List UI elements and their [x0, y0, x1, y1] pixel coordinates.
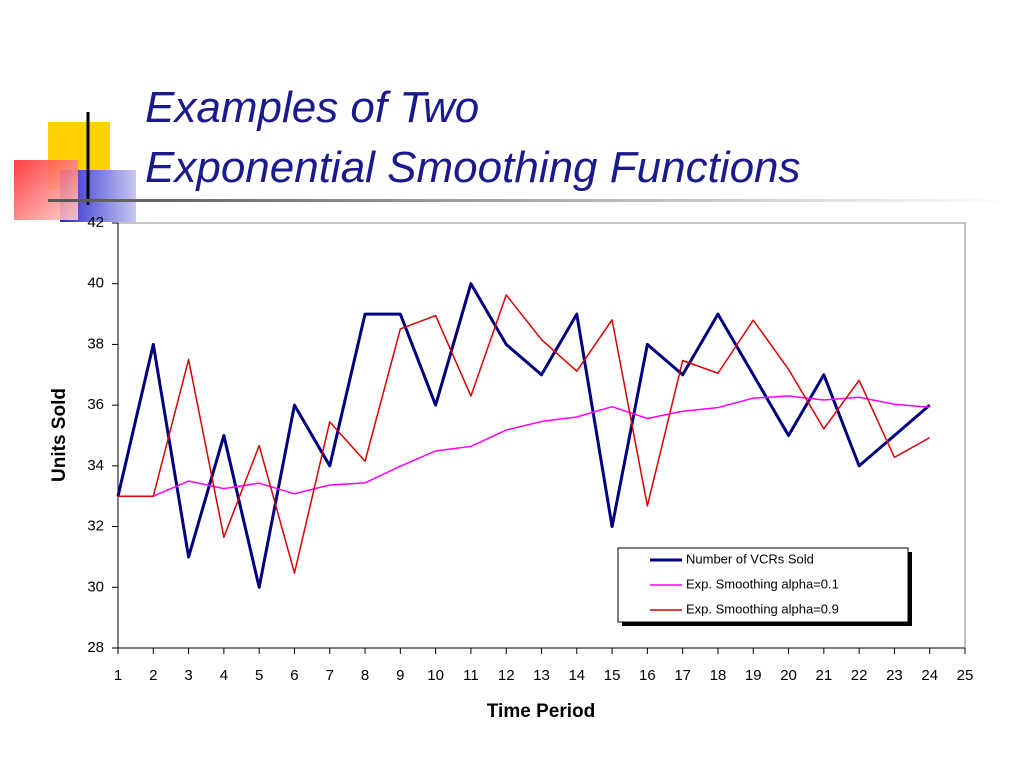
legend-label: Exp. Smoothing alpha=0.1: [686, 576, 839, 591]
legend-label: Exp. Smoothing alpha=0.9: [686, 601, 839, 616]
x-tick-label: 14: [568, 667, 585, 684]
y-tick-label: 38: [87, 335, 104, 352]
x-tick-label: 11: [463, 667, 479, 684]
x-tick-label: 8: [361, 667, 369, 684]
x-tick-label: 24: [921, 667, 938, 684]
series-line: [118, 294, 931, 574]
x-tick-label: 22: [851, 667, 868, 684]
x-tick-label: 21: [815, 667, 832, 684]
x-tick-label: 10: [427, 667, 444, 684]
x-axis-label: Time Period: [487, 701, 595, 722]
x-tick-label: 15: [604, 667, 621, 684]
y-tick-label: 36: [87, 396, 104, 413]
series-line: [116, 282, 931, 589]
decor-hline: [48, 199, 1013, 202]
y-axis-label: Units Sold: [49, 388, 70, 482]
x-tick-label: 7: [326, 667, 334, 684]
x-tick-label: 16: [639, 667, 656, 684]
title-line: Examples of Two: [145, 83, 479, 132]
x-tick-label: 12: [498, 667, 515, 684]
x-tick-label: 17: [674, 667, 691, 684]
x-tick-label: 9: [396, 667, 404, 684]
y-tick-label: 40: [87, 275, 104, 292]
series-line: [118, 395, 930, 497]
x-tick-label: 13: [533, 667, 550, 684]
x-tick-label: 3: [184, 667, 192, 684]
title-line: Exponential Smoothing Functions: [145, 143, 801, 192]
decor-red: [14, 160, 78, 220]
x-tick-label: 19: [745, 667, 762, 684]
y-tick-label: 34: [87, 457, 104, 474]
x-tick-label: 4: [220, 667, 228, 684]
x-tick-label: 5: [255, 667, 263, 684]
x-tick-label: 6: [290, 667, 298, 684]
x-tick-label: 1: [114, 667, 122, 684]
y-tick-label: 42: [87, 214, 104, 231]
x-tick-label: 25: [957, 667, 974, 684]
x-tick-label: 2: [149, 667, 157, 684]
y-tick-label: 30: [87, 578, 104, 595]
legend-label: Number of VCRs Sold: [686, 551, 814, 566]
x-tick-label: 20: [780, 667, 797, 684]
x-tick-label: 18: [710, 667, 727, 684]
x-tick-label: 23: [886, 667, 903, 684]
y-tick-label: 32: [87, 518, 104, 535]
y-tick-label: 28: [87, 639, 104, 656]
